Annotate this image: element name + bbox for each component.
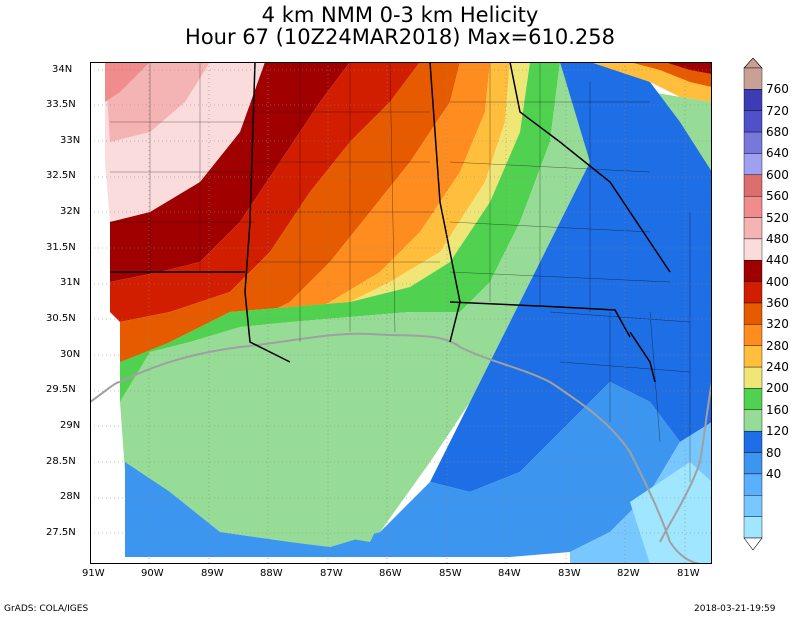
lon-label: 81W xyxy=(677,568,700,579)
coastline xyxy=(90,332,712,564)
lat-label: 32N xyxy=(60,206,81,217)
lat-label: 30N xyxy=(60,349,81,360)
colorbar-level-label: 80 xyxy=(766,445,782,460)
lat-label: 30.5N xyxy=(46,313,76,324)
colorbar-swatch xyxy=(743,366,763,389)
chart-title-line1: 4 km NMM 0-3 km Helicity xyxy=(261,3,539,27)
colorbar-swatch xyxy=(743,473,763,496)
lat-label: 29N xyxy=(60,420,81,431)
colorbar-swatch xyxy=(743,89,763,111)
colorbar-level-label: 280 xyxy=(766,338,789,353)
colorbar-swatch xyxy=(743,345,763,368)
lon-label: 87W xyxy=(320,568,343,579)
lat-label: 27.5N xyxy=(46,527,76,538)
colorbar-level-label: 400 xyxy=(766,274,789,289)
colorbar-level-label: 320 xyxy=(766,317,789,332)
colorbar-level-label: 480 xyxy=(766,231,789,246)
colorbar-top-arrow xyxy=(743,58,763,69)
lon-label: 83W xyxy=(558,568,581,579)
colorbar-swatch xyxy=(743,302,763,325)
colorbar xyxy=(743,58,763,551)
colorbar-level-label: 40 xyxy=(766,466,782,481)
lat-label: 33.5N xyxy=(46,99,76,110)
lon-label: 91W xyxy=(82,568,105,579)
colorbar-swatch xyxy=(743,430,763,453)
lon-label: 84W xyxy=(498,568,521,579)
colorbar-swatch xyxy=(743,153,763,176)
colorbar-swatch xyxy=(743,409,763,432)
colorbar-level-label: 440 xyxy=(766,253,789,268)
colorbar-swatch xyxy=(743,281,763,304)
colorbar-swatch xyxy=(743,67,763,90)
map-frame xyxy=(90,62,712,564)
lat-label: 34N xyxy=(52,64,73,75)
colorbar-level-label: 160 xyxy=(766,402,789,417)
colorbar-level-label: 680 xyxy=(766,125,789,140)
colorbar-level-label: 600 xyxy=(766,167,789,182)
colorbar-level-label: 200 xyxy=(766,381,789,396)
lon-label: 88W xyxy=(260,568,283,579)
lat-label: 31.5N xyxy=(46,242,76,253)
lon-label: 90W xyxy=(141,568,164,579)
lat-label: 28.5N xyxy=(46,456,76,467)
lat-label: 29.5N xyxy=(46,384,76,395)
colorbar-level-label: 760 xyxy=(766,82,789,97)
colorbar-swatch xyxy=(743,174,763,197)
chart-title-line2: Hour 67 (10Z24MAR2018) Max=610.258 xyxy=(185,25,615,49)
footer-timestamp: 2018-03-21-19:59 xyxy=(694,604,776,614)
colorbar-swatch xyxy=(743,195,763,218)
colorbar-level-label: 720 xyxy=(766,103,789,118)
footer-credit: GrADS: COLA/IGES xyxy=(4,604,89,614)
lat-label: 31N xyxy=(60,277,81,288)
lon-label: 86W xyxy=(379,568,402,579)
colorbar-swatch xyxy=(743,324,763,346)
colorbar-swatch xyxy=(743,388,763,411)
lon-label: 85W xyxy=(439,568,462,579)
colorbar-swatch xyxy=(743,495,763,517)
helicity-fill xyxy=(105,62,712,564)
helicity-map xyxy=(90,62,712,564)
colorbar-level-label: 640 xyxy=(766,146,789,161)
colorbar-bottom-arrow xyxy=(743,537,763,551)
lat-label: 28N xyxy=(60,491,81,502)
lon-label: 89W xyxy=(201,568,224,579)
colorbar-level-label: 520 xyxy=(766,210,789,225)
colorbar-swatch xyxy=(743,452,763,475)
colorbar-level-label: 560 xyxy=(766,189,789,204)
colorbar-swatch xyxy=(743,110,763,133)
colorbar-level-label: 240 xyxy=(766,360,789,375)
lon-label: 82W xyxy=(617,568,640,579)
colorbar-swatch xyxy=(743,516,763,539)
colorbar-level-label: 120 xyxy=(766,424,789,439)
colorbar-swatch xyxy=(743,131,763,154)
colorbar-level-label: 360 xyxy=(766,296,789,310)
colorbar-swatch xyxy=(743,238,763,261)
colorbar-swatch xyxy=(743,260,763,282)
lat-label: 33N xyxy=(60,135,81,146)
lat-label: 32.5N xyxy=(46,170,76,181)
colorbar-swatch xyxy=(743,217,763,240)
